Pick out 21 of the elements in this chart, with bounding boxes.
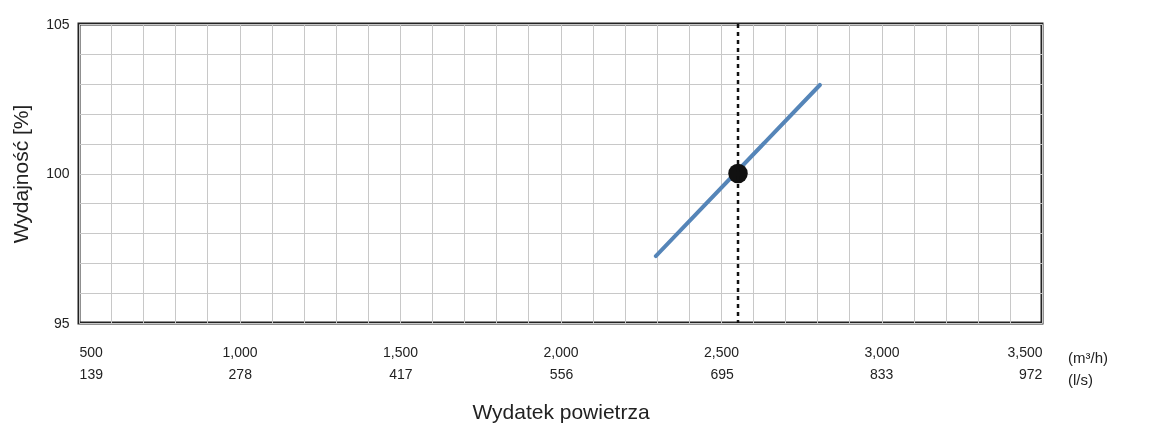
x-tick-label: 500	[79, 343, 104, 360]
y-tick-label: 100	[46, 165, 70, 181]
x2-tick-label: 833	[869, 365, 894, 382]
text: (m³/h)	[1068, 349, 1108, 366]
x-tick-label: 1,000	[222, 343, 258, 360]
x2-tick-label: 139	[79, 365, 104, 382]
x-tick-label: 1,500	[382, 343, 419, 360]
x-tick-label: 2,500	[703, 343, 740, 360]
y-axis-title: Wydajność [%]	[9, 104, 33, 244]
x2-tick-label: 278	[228, 365, 253, 382]
x2-tick-label: 972	[1018, 365, 1043, 382]
x2-tick-label: 556	[549, 365, 574, 382]
x-tick-label: 2,000	[543, 343, 579, 360]
x-axis-title: Wydatek powietrza	[472, 399, 650, 423]
x-tick-label: 3,000	[864, 343, 900, 360]
x2-tick-label: 695	[710, 365, 735, 382]
x-tick-label: 3,500	[1007, 343, 1043, 360]
x2-tick-label: 417	[389, 365, 413, 382]
text: (l/s)	[1068, 371, 1093, 388]
y-tick-label: 95	[53, 314, 70, 331]
y-tick-label: 105	[46, 15, 70, 32]
